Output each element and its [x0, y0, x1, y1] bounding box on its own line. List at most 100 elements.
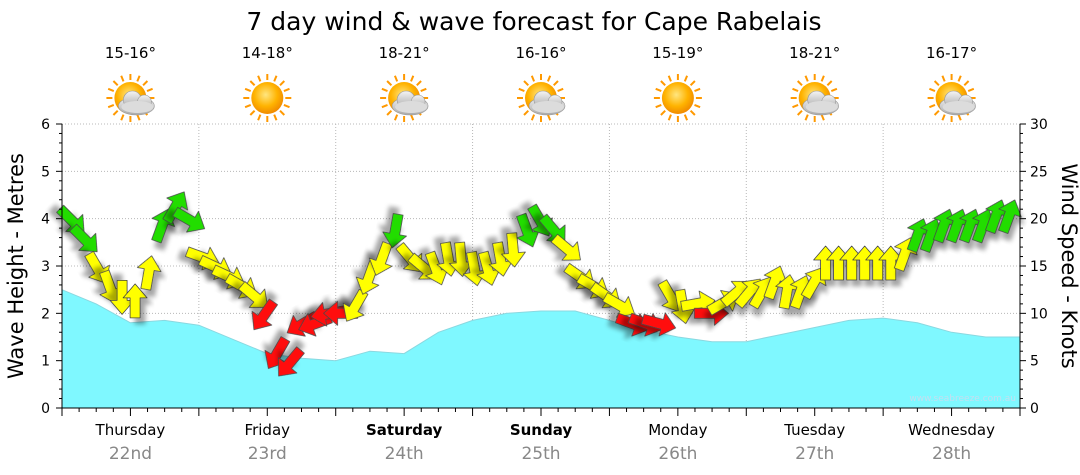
sun-disc [251, 82, 284, 114]
sun-icon [653, 74, 702, 122]
wind-arrow-shape [641, 312, 677, 337]
sun-ray [416, 80, 422, 87]
y-tick-label-left: 3 [41, 259, 50, 275]
sun-ray [107, 87, 115, 93]
day-name-label: Saturday [366, 421, 443, 439]
y-tick-label-left: 6 [41, 117, 50, 133]
day-name-label: Thursday [95, 421, 166, 439]
cloud-fill [395, 101, 428, 113]
cloud-fill [805, 101, 838, 113]
wind-arrow [501, 232, 526, 268]
sun-ray [796, 109, 803, 116]
sun-ray [557, 87, 564, 93]
sun-ray [689, 109, 696, 116]
sun-ray [667, 75, 672, 82]
y-tick-label-left: 2 [41, 306, 50, 322]
wind-arrow [382, 213, 407, 249]
day-name-label: Friday [245, 421, 291, 439]
wind-arrow [137, 255, 162, 291]
wind-arrow [251, 298, 278, 331]
sun-ray [112, 80, 119, 87]
wind-arrow-shape [172, 206, 206, 233]
partly-cloudy-icon [790, 74, 840, 122]
day-labels: Thursday 22nd Friday 23rd Saturday 24th Sunday… [95, 421, 996, 464]
wind-arrow-shape [800, 267, 827, 300]
sun-ray [136, 75, 141, 82]
sun-ray [683, 75, 689, 82]
sun-ray [420, 87, 427, 93]
wind-arrow-shape [368, 241, 393, 276]
sun-ray [552, 80, 559, 87]
sun-ray [967, 87, 975, 93]
sun-ray [530, 114, 536, 121]
wind-arrow-shape [550, 233, 581, 261]
sun-ray [957, 114, 962, 121]
sun-ray [830, 87, 838, 93]
wind-arrow-shape [251, 298, 278, 331]
day-name-label: Monday [648, 421, 707, 439]
sun-disc [661, 82, 694, 114]
sun-ray [120, 75, 125, 82]
y-tick-label-left: 0 [41, 401, 50, 417]
sun-ray [249, 109, 256, 116]
sun-ray [146, 87, 153, 93]
sun-ray [826, 80, 833, 87]
sun-ray [933, 80, 940, 87]
sun-ray [655, 87, 662, 93]
wind-arrow [368, 241, 393, 276]
temperature-label: 15-19° [652, 44, 703, 62]
axes: 0 1 2 3 4 5 6 0 5 10 15 20 25 30 [41, 117, 1048, 417]
temperature-label: 14-18° [242, 44, 293, 62]
watermark: www.seabreeze.com.au [909, 394, 1016, 404]
sun-ray [941, 114, 946, 121]
temperature-label: 16-16° [515, 44, 566, 62]
temperature-label: 15-16° [105, 44, 156, 62]
sun-ray [820, 75, 825, 82]
y-tick-label-left: 1 [41, 354, 50, 370]
y-axis-right-label: Wind Speed - Knots [1057, 163, 1080, 368]
sun-icon [243, 74, 292, 122]
chart-title: 7 day wind & wave forecast for Cape Rabe… [246, 7, 821, 36]
wind-arrow-shape [238, 281, 269, 308]
sun-ray [279, 109, 286, 116]
y-tick-label-right: 5 [1030, 354, 1039, 370]
y-tick-label-right: 0 [1030, 401, 1039, 417]
sun-ray [941, 75, 946, 82]
wind-arrow [800, 267, 827, 300]
cloud-fill [942, 101, 975, 113]
sun-ray [933, 109, 940, 116]
sun-ray [546, 114, 552, 121]
y-tick-label-right: 20 [1030, 212, 1048, 228]
sun-ray [136, 114, 141, 121]
sun-ray [410, 75, 415, 82]
sun-ray [279, 80, 286, 87]
day-date-label: 28th [932, 444, 971, 464]
sun-ray [957, 75, 962, 82]
sun-ray [386, 80, 393, 87]
cloud-shape [118, 90, 155, 116]
wind-arrow-shape [602, 292, 635, 318]
day-date-label: 26th [658, 444, 697, 464]
wind-arrows [56, 191, 1022, 377]
sun-ray [518, 87, 525, 93]
wind-arrow [238, 281, 269, 308]
sun-ray [929, 87, 936, 93]
sun-ray [257, 114, 262, 121]
sun-ray [112, 109, 119, 116]
wave-area [61, 288, 1021, 409]
wind-arrow-shape [162, 191, 188, 225]
sun-ray [393, 75, 399, 82]
cloud-shape [939, 90, 976, 116]
sun-ray [142, 80, 149, 87]
wind-arrow [162, 191, 188, 225]
sun-ray [820, 114, 825, 121]
day-date-label: 23rd [248, 444, 287, 464]
sun-ray [283, 87, 290, 93]
day-name-label: Wednesday [908, 421, 995, 439]
sun-ray [244, 103, 252, 109]
sun-ray [244, 87, 252, 93]
sun-ray [386, 109, 393, 116]
day-date-label: 22nd [109, 444, 152, 464]
cloud-shape [802, 90, 840, 116]
